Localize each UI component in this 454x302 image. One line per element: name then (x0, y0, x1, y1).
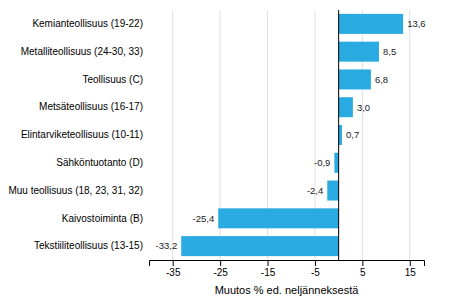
x-axis-line (150, 261, 425, 267)
x-tick-label: -15 (261, 267, 276, 278)
data-label: 13,6 (407, 18, 426, 29)
data-label: -25,4 (193, 213, 215, 224)
y-axis: Tekstiiliteollisuus (13-15) Kaivostoimint… (8, 18, 149, 251)
data-label: -33,2 (156, 240, 178, 251)
x-tick: -15 (261, 260, 276, 278)
grid (173, 10, 410, 260)
x-tick-label: -5 (311, 267, 320, 278)
x-tick-label: -25 (213, 267, 228, 278)
x-tick-mark (315, 260, 316, 266)
zero-line (338, 10, 339, 260)
bar (327, 181, 338, 201)
chart: -35 -25 -15 -5 5 15 Tekstiiliteollisuus (13-15… (0, 0, 454, 302)
data-label: 3,0 (357, 102, 370, 113)
data-label: -2,4 (307, 185, 323, 196)
x-tick: -25 (213, 260, 228, 278)
x-axis: -35 -25 -15 -5 5 15 (150, 260, 425, 278)
data-label: 6,8 (375, 74, 388, 85)
x-tick-label: 5 (360, 267, 366, 278)
y-tick-label: Metsäteollisuus (16-17) (39, 101, 143, 112)
x-tick-mark (410, 260, 411, 266)
data-label: 8,5 (383, 46, 396, 57)
x-tick-mark (173, 260, 174, 266)
y-tick: Teollisuus (C) (82, 74, 149, 85)
y-tick: Sähköntuotanto (D) (56, 157, 149, 168)
grid-line (409, 10, 410, 260)
bar (334, 153, 338, 173)
y-tick: Muu teollisuus (18, 23, 31, 32) (8, 185, 149, 196)
y-tick-label: Kaivostoiminta (B) (62, 213, 143, 224)
y-tick-label: Tekstiiliteollisuus (13-15) (34, 240, 143, 251)
plot: -35 -25 -15 -5 5 15 Tekstiiliteollisuus (13-15… (8, 10, 425, 278)
x-tick: -5 (311, 260, 320, 278)
bar (218, 208, 338, 228)
y-tick-label: Teollisuus (C) (82, 74, 143, 85)
bar (181, 236, 338, 256)
x-axis-title: Muutos % ed. neljänneksestä (215, 284, 360, 296)
data-label: 0,7 (346, 129, 359, 140)
x-tick-label: -35 (166, 267, 181, 278)
bars (181, 14, 403, 256)
y-tick-label: Kemianteollisuus (19-22) (32, 18, 143, 29)
data-label: -0,9 (314, 157, 330, 168)
y-tick: Metsäteollisuus (16-17) (39, 101, 149, 112)
x-tick: 5 (360, 260, 366, 278)
x-tick-label: 15 (405, 267, 417, 278)
x-tick-mark (268, 260, 269, 266)
y-tick-label: Sähköntuotanto (D) (56, 157, 143, 168)
data-labels: -33,2 -25,4 -2,4 -0,9 0,7 3,0 6,8 8,5 13,6 (156, 18, 426, 251)
bar (339, 69, 371, 89)
y-tick-label: Muu teollisuus (18, 23, 31, 32) (8, 185, 143, 196)
y-tick: Kaivostoiminta (B) (62, 213, 149, 224)
grid-line (172, 10, 173, 260)
x-tick-mark (362, 260, 363, 266)
y-tick-label: Metalliteollisuus (24-30, 33) (21, 46, 143, 57)
bar (339, 42, 379, 62)
x-tick: 15 (405, 260, 417, 278)
y-tick: Kemianteollisuus (19-22) (32, 18, 149, 29)
y-tick: Elintarviketeollisuus (10-11) (21, 129, 149, 140)
x-tick-mark (220, 260, 221, 266)
bar (339, 97, 353, 117)
y-tick-label: Elintarviketeollisuus (10-11) (21, 129, 143, 140)
x-tick: -35 (166, 260, 181, 278)
y-tick: Metalliteollisuus (24-30, 33) (21, 46, 149, 57)
y-tick: Tekstiiliteollisuus (13-15) (34, 240, 149, 251)
bar (339, 14, 403, 34)
